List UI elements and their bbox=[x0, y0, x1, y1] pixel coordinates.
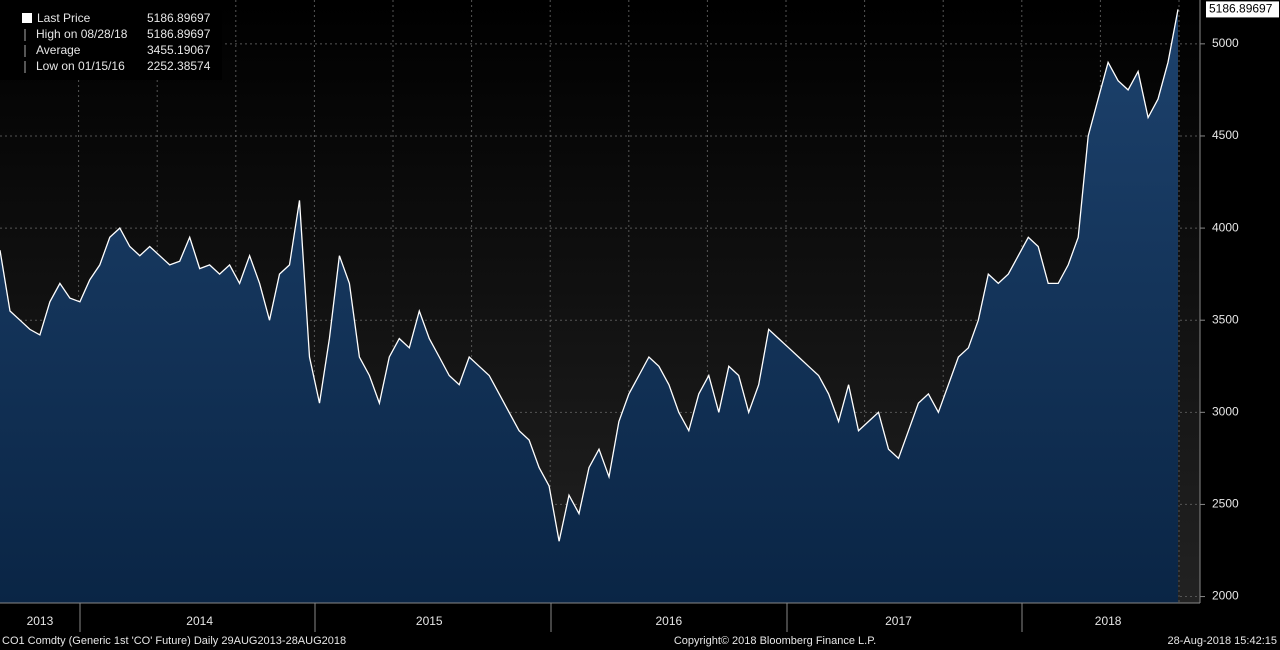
legend-label: Low on 01/15/16 bbox=[36, 59, 125, 73]
x-tick-label: 2018 bbox=[1095, 614, 1122, 628]
x-tick-label: 2016 bbox=[656, 614, 683, 628]
y-tick-label: 2500 bbox=[1212, 497, 1239, 511]
legend-value: 5186.89697 bbox=[147, 11, 211, 25]
footer-right: 28-Aug-2018 15:42:15 bbox=[1168, 635, 1277, 647]
x-tick-label: 2014 bbox=[186, 614, 213, 628]
x-tick-label: 2013 bbox=[27, 614, 54, 628]
y-tick-label: 4500 bbox=[1212, 128, 1239, 142]
legend-label: High on 08/28/18 bbox=[36, 27, 128, 41]
legend: Last Price 5186.89697 High on 08/28/18 5186… bbox=[24, 11, 211, 73]
legend-value: 5186.89697 bbox=[147, 27, 211, 41]
y-tick-label: 3000 bbox=[1212, 404, 1239, 418]
legend-value: 2252.38574 bbox=[147, 59, 211, 73]
x-tick-label: 2017 bbox=[885, 614, 912, 628]
y-tick-label: 2000 bbox=[1212, 589, 1239, 603]
area-fill bbox=[0, 9, 1178, 603]
legend-label: Last Price bbox=[37, 11, 91, 25]
price-line bbox=[0, 9, 1179, 542]
x-tick-label: 2015 bbox=[416, 614, 443, 628]
last-price-tag bbox=[1206, 1, 1279, 18]
legend-value: 3455.19067 bbox=[147, 43, 211, 57]
legend-swatch bbox=[22, 13, 32, 23]
footer-center: Copyright© 2018 Bloomberg Finance L.P. bbox=[674, 635, 876, 647]
legend-box bbox=[0, 0, 222, 80]
last-price-label: 5186.89697 bbox=[1209, 2, 1273, 16]
footer-left: CO1 Comdty (Generic 1st 'CO' Future) Dai… bbox=[2, 635, 346, 647]
plot bbox=[0, 9, 1179, 603]
y-tick-label: 4000 bbox=[1212, 220, 1239, 234]
y-tick-label: 3500 bbox=[1212, 312, 1239, 326]
y-tick-label: 5000 bbox=[1212, 36, 1239, 50]
year-separators bbox=[79, 603, 1023, 632]
legend-label: Average bbox=[36, 43, 81, 57]
